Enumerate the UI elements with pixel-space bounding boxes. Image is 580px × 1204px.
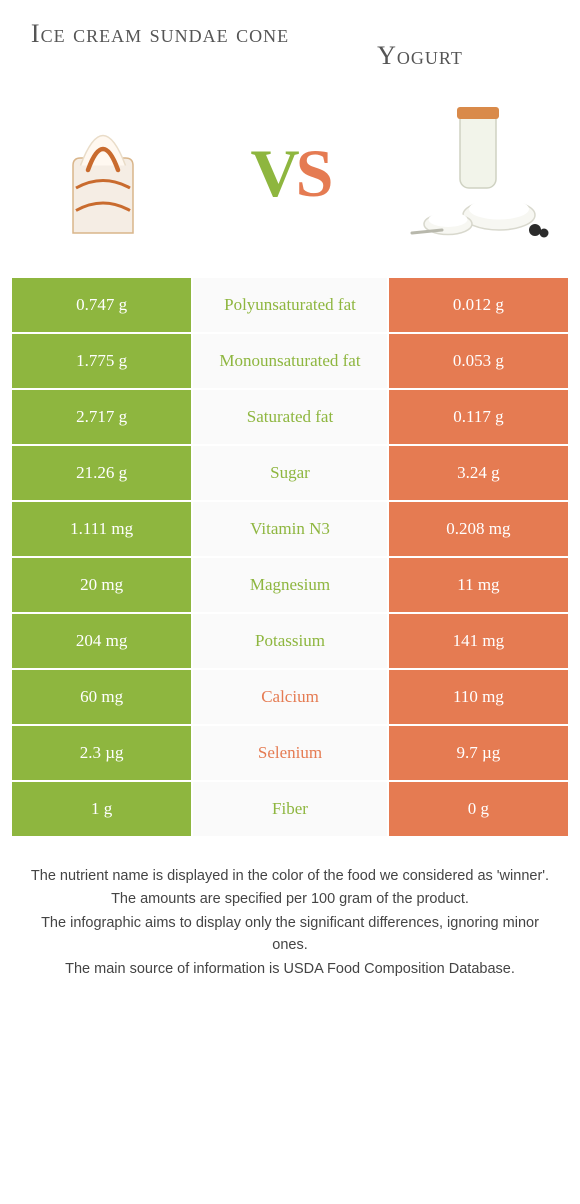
nutrient-label-cell: Calcium bbox=[192, 669, 388, 725]
ice-cream-icon bbox=[28, 98, 178, 248]
vs-letter-v: V bbox=[251, 135, 296, 211]
footer-line-1: The nutrient name is displayed in the co… bbox=[28, 866, 552, 888]
left-value-cell: 1.775 g bbox=[11, 333, 192, 389]
left-title-col: Ice cream sundae cone bbox=[30, 18, 290, 51]
left-value-cell: 21.26 g bbox=[11, 445, 192, 501]
nutrient-label-cell: Monounsaturated fat bbox=[192, 333, 388, 389]
table-row: 2.717 gSaturated fat0.117 g bbox=[11, 389, 569, 445]
footer-line-3: The infographic aims to display only the… bbox=[28, 913, 552, 957]
right-value-cell: 0 g bbox=[388, 781, 569, 837]
table-row: 0.747 gPolyunsaturated fat0.012 g bbox=[11, 277, 569, 333]
table-row: 1.775 gMonounsaturated fat0.053 g bbox=[11, 333, 569, 389]
table-row: 20 mgMagnesium11 mg bbox=[11, 557, 569, 613]
nutrient-label-cell: Selenium bbox=[192, 725, 388, 781]
right-value-cell: 0.208 mg bbox=[388, 501, 569, 557]
vs-letter-s: S bbox=[296, 135, 330, 211]
footer-line-2: The amounts are specified per 100 gram o… bbox=[28, 889, 552, 911]
right-title-col: Yogurt bbox=[290, 18, 550, 73]
nutrient-label-cell: Saturated fat bbox=[192, 389, 388, 445]
nutrient-label-cell: Vitamin N3 bbox=[192, 501, 388, 557]
table-row: 1.111 mgVitamin N30.208 mg bbox=[11, 501, 569, 557]
footer-line-4: The main source of information is USDA F… bbox=[28, 959, 552, 981]
left-value-cell: 2.3 µg bbox=[11, 725, 192, 781]
left-value-cell: 0.747 g bbox=[11, 277, 192, 333]
footer-notes: The nutrient name is displayed in the co… bbox=[0, 838, 580, 981]
table-row: 2.3 µgSelenium9.7 µg bbox=[11, 725, 569, 781]
table-row: 204 mgPotassium141 mg bbox=[11, 613, 569, 669]
vs-badge: VS bbox=[251, 139, 330, 207]
right-value-cell: 3.24 g bbox=[388, 445, 569, 501]
left-value-cell: 20 mg bbox=[11, 557, 192, 613]
right-food-image bbox=[395, 91, 560, 256]
right-value-cell: 141 mg bbox=[388, 613, 569, 669]
header: Ice cream sundae cone Yogurt bbox=[0, 0, 580, 81]
nutrient-label-cell: Polyunsaturated fat bbox=[192, 277, 388, 333]
left-food-title: Ice cream sundae cone bbox=[30, 18, 290, 51]
nutrient-label-cell: Magnesium bbox=[192, 557, 388, 613]
yogurt-icon bbox=[403, 98, 553, 248]
nutrient-label-cell: Sugar bbox=[192, 445, 388, 501]
right-food-title: Yogurt bbox=[290, 40, 550, 73]
nutrient-label-cell: Fiber bbox=[192, 781, 388, 837]
left-value-cell: 1.111 mg bbox=[11, 501, 192, 557]
left-value-cell: 1 g bbox=[11, 781, 192, 837]
table-row: 1 gFiber0 g bbox=[11, 781, 569, 837]
right-value-cell: 0.117 g bbox=[388, 389, 569, 445]
nutrient-label-cell: Potassium bbox=[192, 613, 388, 669]
left-value-cell: 60 mg bbox=[11, 669, 192, 725]
table-row: 21.26 gSugar3.24 g bbox=[11, 445, 569, 501]
table-row: 60 mgCalcium110 mg bbox=[11, 669, 569, 725]
images-row: VS bbox=[0, 81, 580, 276]
left-value-cell: 204 mg bbox=[11, 613, 192, 669]
comparison-table: 0.747 gPolyunsaturated fat0.012 g1.775 g… bbox=[10, 276, 570, 838]
right-value-cell: 0.053 g bbox=[388, 333, 569, 389]
right-value-cell: 110 mg bbox=[388, 669, 569, 725]
right-value-cell: 9.7 µg bbox=[388, 725, 569, 781]
left-value-cell: 2.717 g bbox=[11, 389, 192, 445]
right-value-cell: 0.012 g bbox=[388, 277, 569, 333]
right-value-cell: 11 mg bbox=[388, 557, 569, 613]
left-food-image bbox=[20, 91, 185, 256]
